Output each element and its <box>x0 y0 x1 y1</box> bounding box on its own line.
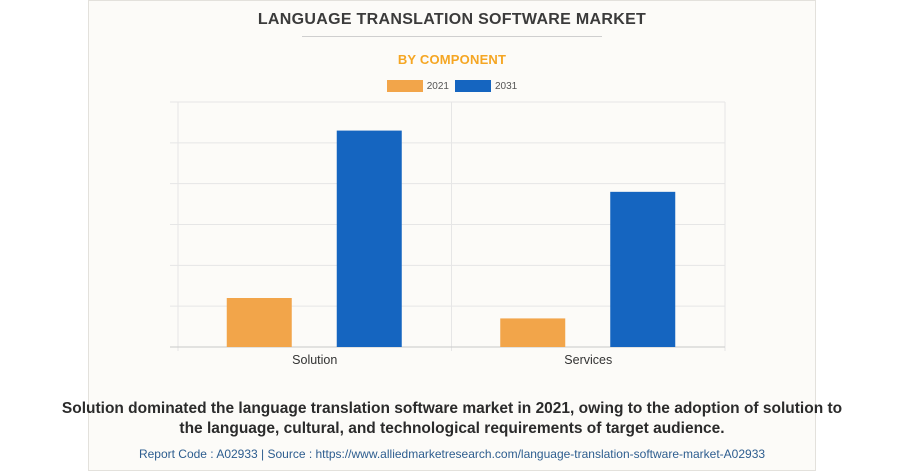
bar-solution-2031 <box>336 130 402 347</box>
legend-item-2021[interactable]: 2021 <box>386 80 449 92</box>
chart-caption: Solution dominated the language translat… <box>61 400 843 437</box>
title-divider <box>302 36 602 37</box>
legend-label-2031: 2031 <box>495 80 518 92</box>
legend-item-2031[interactable]: 2031 <box>455 80 517 92</box>
x-tick-label-services: Services <box>564 353 612 367</box>
report-source-footer[interactable]: Report Code : A02933 | Source : https://… <box>138 447 766 461</box>
bar-services-2021 <box>500 318 566 347</box>
chart-legend: 2021 2031 <box>0 80 904 92</box>
bar-solution-2021 <box>226 298 292 347</box>
x-tick-label-solution: Solution <box>292 353 337 367</box>
legend-swatch-2031 <box>455 80 491 92</box>
legend-label-2021: 2021 <box>426 80 449 92</box>
chart-subtitle: BY COMPONENT <box>397 52 507 67</box>
legend-swatch-2021 <box>386 80 423 92</box>
chart-title: LANGUAGE TRANSLATION SOFTWARE MARKET <box>257 11 647 28</box>
bar-services-2031 <box>610 191 676 347</box>
